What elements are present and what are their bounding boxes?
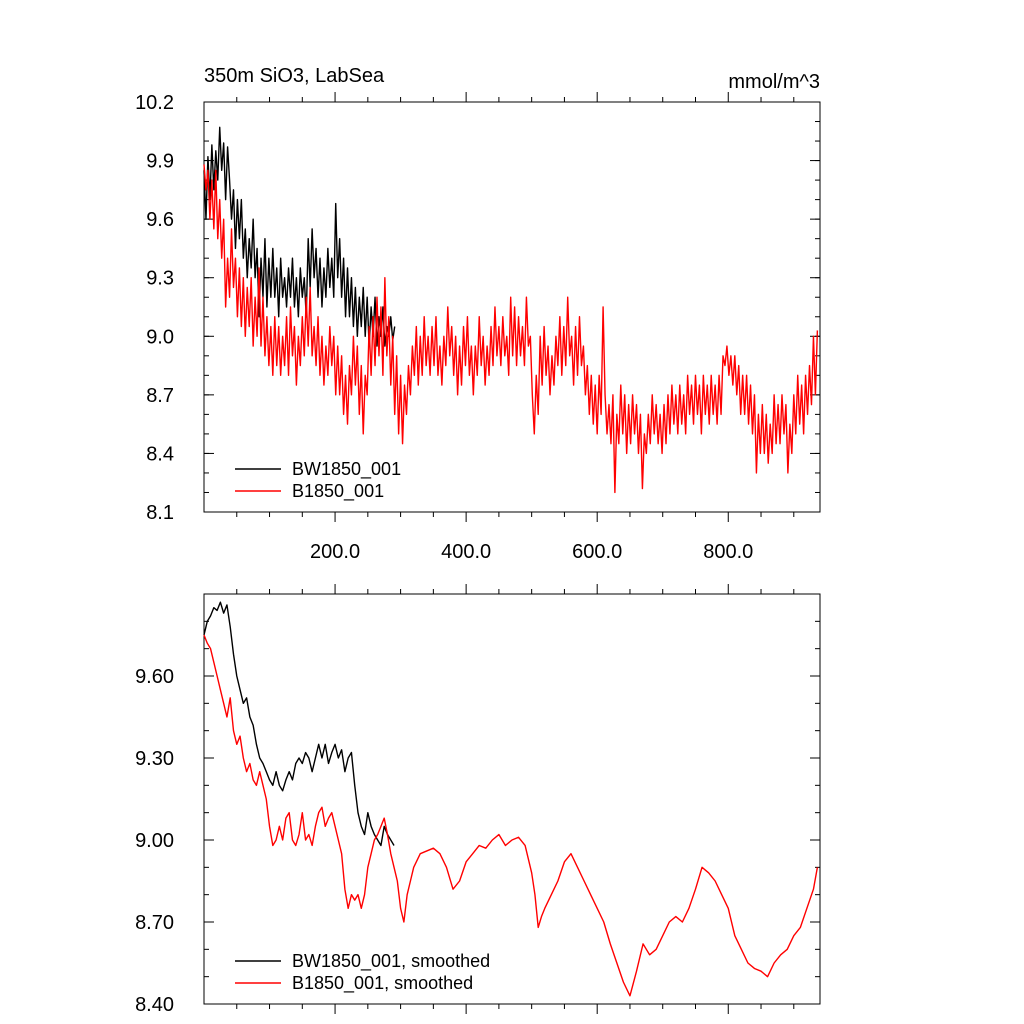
top-y-tick-label: 8.1 bbox=[146, 502, 174, 524]
bottom-y-tick-label: 8.70 bbox=[135, 912, 174, 934]
top-y-tick-label: 9.0 bbox=[146, 326, 174, 348]
bottom-y-tick-label: 8.40 bbox=[135, 994, 174, 1016]
bottom-y-tick-label: 9.60 bbox=[135, 666, 174, 688]
top-units-label: mmol/m^3 bbox=[728, 71, 820, 93]
top-series-lines bbox=[203, 126, 819, 494]
top-x-tick-label: 600.0 bbox=[572, 541, 622, 563]
bottom-series-line-bw1850 bbox=[203, 601, 395, 847]
bottom-y-tick-label: 9.00 bbox=[135, 830, 174, 852]
top-series-line-bw1850 bbox=[203, 126, 396, 347]
legend-label-b1850: B1850_001 bbox=[292, 481, 384, 502]
bottom-y-tick-label: 9.30 bbox=[135, 748, 174, 770]
top-axis-ticks: 8.1 8.4 8.7 9.0 9.3 9.6 9.9 10.2 200.0 400.0 600.0… bbox=[135, 92, 820, 563]
top-chart-title: 350m SiO3, LabSea bbox=[204, 65, 385, 87]
legend-label-b1850-smoothed: B1850_001, smoothed bbox=[292, 973, 473, 994]
top-y-tick-label: 9.3 bbox=[146, 268, 174, 290]
bottom-series-lines bbox=[203, 601, 819, 997]
bottom-axis-ticks: 8.40 8.70 9.00 9.30 9.60 bbox=[135, 584, 820, 1016]
top-x-tick-label: 200.0 bbox=[310, 541, 360, 563]
top-x-tick-label: 800.0 bbox=[703, 541, 753, 563]
bottom-plot-frame bbox=[203, 593, 821, 1005]
top-y-tick-label: 9.6 bbox=[146, 209, 174, 231]
top-y-tick-label: 8.4 bbox=[146, 443, 174, 465]
top-y-tick-label: 8.7 bbox=[146, 385, 174, 407]
legend-label-bw1850: BW1850_001 bbox=[292, 459, 401, 480]
top-plot-frame bbox=[203, 101, 821, 513]
top-y-tick-label: 9.9 bbox=[146, 151, 174, 173]
top-y-tick-label: 10.2 bbox=[135, 92, 174, 114]
bottom-legend: BW1850_001, smoothed B1850_001, smoothed bbox=[235, 951, 490, 994]
top-legend: BW1850_001 B1850_001 bbox=[235, 459, 401, 502]
bottom-series-line-b1850 bbox=[203, 634, 819, 997]
top-panel: 350m SiO3, LabSea mmol/m^3 8.1 8.4 8.7 9.0 9… bbox=[135, 65, 821, 563]
top-series-line-b1850 bbox=[203, 164, 819, 494]
bottom-panel: 8.40 8.70 9.00 9.30 9.60 BW1850_001, smoothe… bbox=[135, 584, 821, 1016]
top-x-tick-label: 400.0 bbox=[441, 541, 491, 563]
legend-label-bw1850-smoothed: BW1850_001, smoothed bbox=[292, 951, 490, 972]
